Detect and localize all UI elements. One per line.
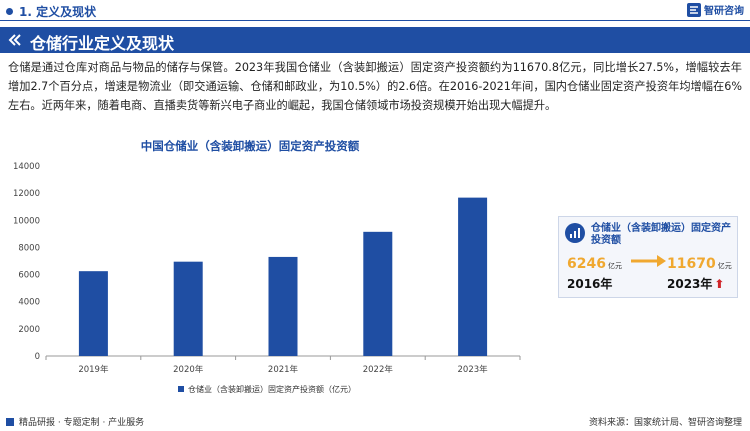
intro-paragraph: 仓储是通过仓库对商品与物品的储存与保管。2023年我国仓储业（含装卸搬运）固定资… — [8, 61, 742, 112]
logo-icon — [687, 2, 701, 17]
up-arrow-icon: ⬆ — [714, 277, 725, 291]
x-tick-label: 2023年 — [458, 364, 489, 375]
double-chevron-icon — [8, 34, 21, 46]
y-tick-label: 10000 — [13, 216, 40, 226]
x-tick-label: 2020年 — [173, 364, 204, 375]
y-tick-label: 2000 — [18, 325, 40, 335]
footer-square-icon — [6, 417, 14, 426]
y-tick-label: 14000 — [13, 162, 40, 172]
y-tick-label: 8000 — [18, 243, 40, 253]
bar — [268, 256, 298, 356]
y-tick-label: 4000 — [18, 298, 40, 308]
logo-text: 智研咨询 — [704, 6, 744, 17]
brand-logo: 智研咨询 — [687, 2, 744, 17]
header-divider — [0, 20, 750, 21]
kpi-card-header: 仓储业（含装卸搬运）固定资产投资额 — [565, 223, 731, 247]
chart-title: 中国仓储业（含装卸搬运）固定资产投资额 — [140, 139, 360, 153]
section-label: 1. 定义及现状 — [19, 5, 97, 19]
section-dot-icon — [6, 8, 13, 15]
y-tick-label: 0 — [35, 352, 40, 362]
y-tick-label: 6000 — [18, 271, 40, 281]
title-banner: 仓储行业定义及现状 — [0, 27, 750, 53]
kpi-right-value: 11670 — [667, 256, 716, 272]
bar — [78, 271, 108, 356]
kpi-left: 6246 亿元 2016年 — [567, 253, 637, 292]
kpi-left-unit: 亿元 — [607, 262, 622, 270]
y-tick-label: 12000 — [13, 189, 40, 199]
page-title: 仓储行业定义及现状 — [30, 34, 175, 53]
top-bar: 1. 定义及现状 智研咨询 — [0, 0, 750, 24]
kpi-card-title: 仓储业（含装卸搬运）固定资产投资额 — [591, 223, 731, 246]
kpi-card: 仓储业（含装卸搬运）固定资产投资额 6246 亿元 2016年 11670 亿元 2… — [558, 216, 738, 298]
bar — [458, 197, 488, 356]
x-tick-label: 2022年 — [363, 364, 394, 375]
kpi-right-year: 2023年 — [667, 277, 713, 291]
data-source: 资料来源：国家统计局、智研咨询整理 — [588, 418, 742, 428]
bar — [363, 231, 393, 356]
x-tick-label: 2019年 — [78, 364, 109, 375]
legend-label: 仓储业（含装卸搬运）固定资产投资额（亿元） — [188, 384, 356, 394]
bar — [173, 261, 203, 356]
footer-tagline: 精品研报 · 专题定制 · 产业服务 — [19, 418, 145, 428]
chart-growth-icon — [565, 223, 585, 243]
footer-left: 精品研报 · 专题定制 · 产业服务 — [6, 415, 144, 428]
bar-chart: 0 2000 4000 6000 8000 10000 12000 14000 2019年 202… — [13, 162, 521, 394]
kpi-left-value: 6246 — [567, 256, 606, 272]
kpi-right-unit: 亿元 — [717, 262, 732, 270]
right-arrow-icon — [631, 255, 666, 267]
kpi-left-year: 2016年 — [567, 277, 613, 291]
section-header: 1. 定义及现状 — [6, 3, 96, 20]
footer: 精品研报 · 专题定制 · 产业服务 资料来源：国家统计局、智研咨询整理 — [0, 414, 750, 431]
x-tick-label: 2021年 — [268, 364, 299, 375]
kpi-right: 11670 亿元 2023年 ⬆ — [667, 253, 737, 292]
legend-swatch — [178, 386, 184, 392]
